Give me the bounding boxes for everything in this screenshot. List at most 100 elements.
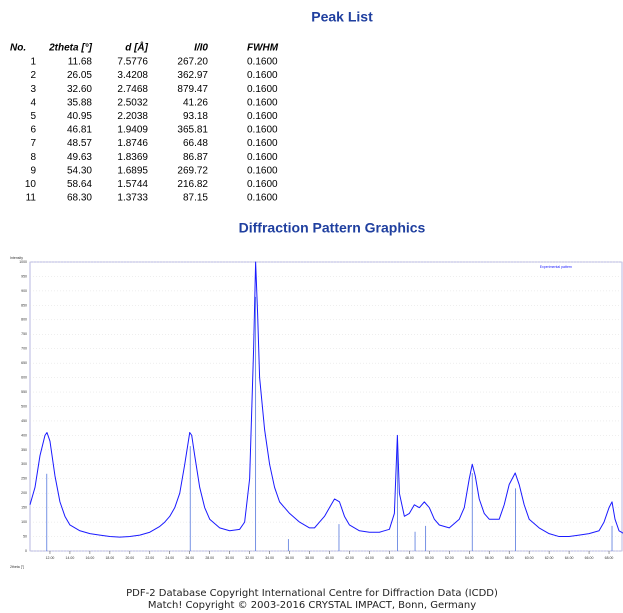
table-cell: 93.18 xyxy=(183,111,208,122)
table-cell: 54.30 xyxy=(67,165,92,176)
y-tick-label: 300 xyxy=(21,462,27,466)
column-header: 2theta [°] xyxy=(48,43,93,54)
x-tick-label: 58.00 xyxy=(505,556,514,560)
table-cell: 1.3733 xyxy=(117,193,148,204)
footer-line: Match! Copyright © 2003-2016 CRYSTAL IMP… xyxy=(148,600,476,611)
x-tick-label: 60.00 xyxy=(525,556,534,560)
table-cell: 8 xyxy=(30,152,36,163)
column-header: FWHM xyxy=(247,43,279,54)
x-tick-label: 62.00 xyxy=(545,556,554,560)
table-cell: 269.72 xyxy=(177,165,208,176)
table-cell: 3.4208 xyxy=(117,70,148,81)
x-axis-label: 2theta [°] xyxy=(10,565,24,569)
x-tick-label: 24.00 xyxy=(165,556,174,560)
x-tick-label: 52.00 xyxy=(445,556,454,560)
x-tick-label: 56.00 xyxy=(485,556,494,560)
y-tick-label: 350 xyxy=(21,448,27,452)
x-tick-label: 38.00 xyxy=(305,556,314,560)
table-cell: 1.9409 xyxy=(117,125,148,136)
table-cell: 49.63 xyxy=(67,152,92,163)
y-tick-label: 600 xyxy=(21,376,27,380)
y-axis-label: Intensity xyxy=(10,256,23,260)
y-tick-label: 700 xyxy=(21,347,27,351)
table-cell: 362.97 xyxy=(177,70,208,81)
y-tick-label: 850 xyxy=(21,303,27,307)
table-cell: 3 xyxy=(30,84,36,95)
y-tick-label: 900 xyxy=(21,289,27,293)
y-tick-label: 550 xyxy=(21,390,27,394)
table-cell: 1.8746 xyxy=(117,138,148,149)
table-cell: 1.6895 xyxy=(117,165,148,176)
column-header: d [Å] xyxy=(125,41,148,54)
y-tick-label: 400 xyxy=(21,433,27,437)
y-tick-label: 1000 xyxy=(19,260,27,264)
y-tick-label: 650 xyxy=(21,361,27,365)
table-cell: 879.47 xyxy=(177,84,208,95)
y-tick-label: 800 xyxy=(21,318,27,322)
table-cell: 216.82 xyxy=(177,179,208,190)
table-cell: 0.1600 xyxy=(247,97,278,108)
table-cell: 9 xyxy=(30,165,36,176)
table-cell: 365.81 xyxy=(177,125,208,136)
pattern-line xyxy=(29,261,623,538)
y-tick-label: 100 xyxy=(21,520,27,524)
x-tick-label: 34.00 xyxy=(265,556,274,560)
plot-area xyxy=(29,261,623,552)
table-cell: 11.68 xyxy=(68,57,93,68)
table-cell: 6 xyxy=(30,125,36,136)
table-cell: 1 xyxy=(30,57,36,68)
table-cell: 40.95 xyxy=(67,111,92,122)
y-tick-label: 750 xyxy=(21,332,27,336)
x-tick-label: 32.00 xyxy=(245,556,254,560)
y-tick-label: 950 xyxy=(21,274,27,278)
y-tick-label: 200 xyxy=(21,491,27,495)
table-cell: 0.1600 xyxy=(247,111,278,122)
column-header: I/I0 xyxy=(194,43,208,54)
x-tick-label: 16.00 xyxy=(86,556,95,560)
x-tick-label: 36.00 xyxy=(285,556,294,560)
table-cell: 7 xyxy=(30,138,36,149)
table-cell: 4 xyxy=(30,97,36,108)
column-header: No. xyxy=(10,43,26,54)
x-tick-label: 50.00 xyxy=(425,556,434,560)
table-cell: 1.8369 xyxy=(117,152,148,163)
table-cell: 1.5744 xyxy=(117,179,148,190)
x-tick-label: 12.00 xyxy=(46,556,55,560)
table-cell: 0.1600 xyxy=(247,138,278,149)
x-tick-label: 66.00 xyxy=(585,556,594,560)
table-cell: 2.2038 xyxy=(117,111,148,122)
peak-list-title: Peak List xyxy=(311,9,373,25)
table-cell: 46.81 xyxy=(67,125,92,136)
table-cell: 0.1600 xyxy=(247,125,278,136)
table-cell: 26.05 xyxy=(67,70,92,81)
table-cell: 5 xyxy=(30,111,36,122)
table-cell: 0.1600 xyxy=(247,179,278,190)
x-tick-label: 22.00 xyxy=(145,556,154,560)
y-tick-label: 150 xyxy=(21,506,27,510)
x-tick-label: 20.00 xyxy=(125,556,134,560)
x-tick-label: 42.00 xyxy=(345,556,354,560)
x-tick-label: 14.00 xyxy=(66,556,75,560)
table-cell: 0.1600 xyxy=(247,165,278,176)
table-cell: 11 xyxy=(26,193,37,204)
table-cell: 68.30 xyxy=(67,193,92,204)
legend-entry: Experimental pattern xyxy=(540,265,572,269)
table-cell: 7.5776 xyxy=(117,57,148,68)
x-tick-label: 26.00 xyxy=(185,556,194,560)
table-cell: 87.15 xyxy=(183,193,208,204)
x-tick-label: 30.00 xyxy=(225,556,234,560)
x-tick-label: 18.00 xyxy=(105,556,114,560)
x-tick-label: 44.00 xyxy=(365,556,374,560)
table-cell: 35.88 xyxy=(67,97,92,108)
x-tick-label: 28.00 xyxy=(205,556,214,560)
y-tick-label: 250 xyxy=(21,477,27,481)
table-cell: 0.1600 xyxy=(247,152,278,163)
x-tick-label: 64.00 xyxy=(565,556,574,560)
table-cell: 2 xyxy=(30,70,36,81)
x-tick-label: 48.00 xyxy=(405,556,414,560)
table-cell: 2.5032 xyxy=(117,97,148,108)
x-tick-label: 46.00 xyxy=(385,556,394,560)
chart-title: Diffraction Pattern Graphics xyxy=(239,220,426,236)
table-cell: 0.1600 xyxy=(247,84,278,95)
